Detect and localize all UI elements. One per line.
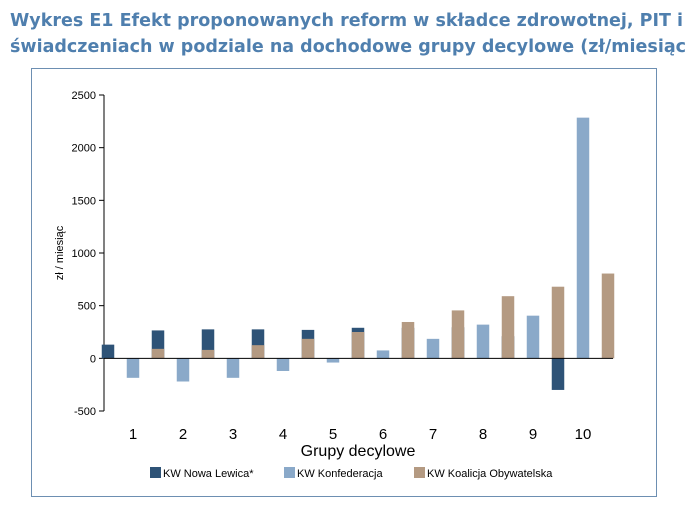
x-tick-label: 5 xyxy=(329,426,337,443)
x-tick-label: 4 xyxy=(279,426,287,443)
x-tick-label: 7 xyxy=(429,426,437,443)
bar-series-2-decile-7 xyxy=(426,338,440,359)
bar-series-3-decile-4 xyxy=(301,338,315,359)
x-tick-label: 8 xyxy=(479,426,487,443)
bar-series-2-decile-5 xyxy=(326,358,340,363)
legend-label-1: KW Nowa Lewica* xyxy=(163,468,254,480)
y-axis-label: zł / miesiąc xyxy=(54,225,66,280)
bar-series-2-decile-1 xyxy=(126,358,140,378)
bar-series-3-decile-7 xyxy=(451,310,465,359)
legend: KW Nowa Lewica* KW Konfederacja KW Koalicj… xyxy=(150,467,553,480)
legend-swatch-1 xyxy=(150,467,161,478)
bar-series-3-decile-6 xyxy=(401,321,415,359)
y-axis: -500 0 500 1000 1500 2000 2500 xyxy=(72,90,105,418)
chart-title-line-2: świadczeniach w podziale na dochodowe gr… xyxy=(10,37,685,57)
x-tick-label: 9 xyxy=(529,426,537,443)
chart-title-line-1: Wykres E1 Efekt proponowanych reform w s… xyxy=(10,11,684,31)
bar-series-3-decile-5 xyxy=(351,332,365,359)
bar-series-3-decile-8 xyxy=(501,296,515,359)
bar-series-2-decile-4 xyxy=(276,358,290,371)
bar-series-1-decile-10 xyxy=(551,358,565,390)
bar-series-2-decile-10 xyxy=(576,117,590,359)
y-tick-label: 2500 xyxy=(72,90,96,102)
bar-series-2-decile-9 xyxy=(526,315,540,359)
legend-label-3: KW Koalicja Obywatelska xyxy=(427,468,553,480)
x-axis-label: Grupy decylowe xyxy=(301,443,416,460)
y-tick-label: 500 xyxy=(78,301,96,313)
bar-series-3-decile-10 xyxy=(601,273,615,359)
x-tick-label: 6 xyxy=(379,426,387,443)
legend-label-2: KW Konfederacja xyxy=(297,468,383,480)
y-tick-label: 0 xyxy=(90,353,96,365)
bar-series-1-decile-1 xyxy=(101,344,115,359)
y-tick-label: 1500 xyxy=(72,195,96,207)
legend-swatch-2 xyxy=(284,467,295,478)
chart-title: Wykres E1 Efekt proponowanych reform w s… xyxy=(10,8,685,60)
bars xyxy=(101,117,615,390)
x-axis: 1 2 3 4 5 6 7 8 9 10 xyxy=(129,426,592,443)
bar-series-3-decile-3 xyxy=(251,345,265,359)
bar-series-2-decile-3 xyxy=(226,358,240,378)
bar-series-2-decile-6 xyxy=(376,350,390,359)
x-tick-label: 1 xyxy=(129,426,137,443)
bar-series-3-decile-9 xyxy=(551,286,565,359)
y-tick-label: 1000 xyxy=(72,248,96,260)
x-tick-label: 2 xyxy=(179,426,187,443)
y-tick-label: 2000 xyxy=(72,143,96,155)
x-tick-label: 10 xyxy=(575,426,592,443)
bar-series-3-decile-1 xyxy=(151,348,165,359)
bar-series-3-decile-2 xyxy=(201,349,215,359)
bar-series-2-decile-8 xyxy=(476,324,490,359)
x-tick-label: 3 xyxy=(229,426,237,443)
legend-swatch-3 xyxy=(414,467,425,478)
bar-series-2-decile-2 xyxy=(176,358,190,382)
chart-frame xyxy=(31,68,657,497)
y-tick-label: -500 xyxy=(74,406,96,418)
